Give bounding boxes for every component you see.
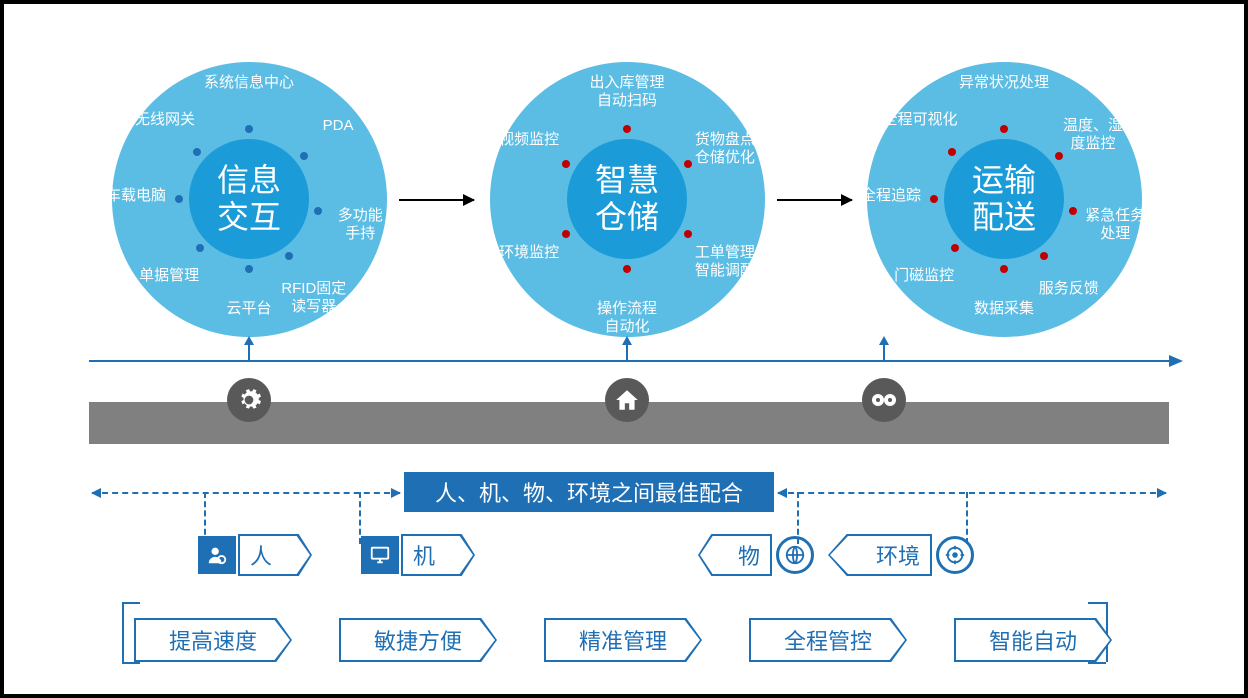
petal-label: 紧急任务处理 (1065, 207, 1165, 243)
quad-label-2: 物 (700, 536, 770, 574)
quad-label-3: 环境 (830, 536, 930, 574)
timeline-tick-arrow (622, 336, 632, 345)
timeline-tick (248, 344, 250, 360)
petal-label: 单据管理 (119, 267, 219, 285)
bracket-line (122, 602, 124, 662)
category-label-0: 物流配送 (159, 446, 339, 478)
arrow-1 (777, 199, 852, 201)
petal-label: 工单管理智能调配 (675, 244, 775, 280)
timeline-tick (626, 344, 628, 360)
petal-label: PDA (288, 117, 388, 135)
timeline-tick-arrow (879, 336, 889, 345)
dash-segment-1 (778, 492, 1166, 494)
diagram-canvas: 信息交互系统信息中心PDA多功能手持RFID固定读写器云平台单据管理车载电脑无线… (0, 0, 1248, 698)
timeline-arrowhead (1169, 355, 1183, 367)
quad-shape: 物 (698, 534, 772, 576)
petal-label: 数据采集 (954, 300, 1054, 318)
arrow-0 (399, 199, 474, 201)
category-label-2: 追踪和回溯 (794, 446, 974, 478)
benefit-label-2: 精准管理 (546, 620, 700, 660)
benefit-shape-0: 提高速度 (134, 618, 292, 662)
petal-label: 温度、湿度监控 (1043, 117, 1143, 153)
petal-dot (684, 230, 692, 238)
quad-shape: 人 (238, 534, 312, 576)
globe-icon (776, 536, 814, 574)
benefit-label-1: 敏捷方便 (341, 620, 495, 660)
petal-label: 全程追踪 (841, 187, 941, 205)
benefit-label-0: 提高速度 (136, 620, 290, 660)
gears-icon (227, 378, 271, 422)
timeline-tick (883, 344, 885, 360)
petal-label: 异常状况处理 (954, 74, 1054, 92)
timeline (89, 360, 1169, 362)
petal-label: 环境监控 (479, 244, 579, 262)
benefit-label-4: 智能自动 (956, 620, 1110, 660)
trace-icon (862, 378, 906, 422)
quad-shape: 环境 (828, 534, 932, 576)
petal-dot (245, 265, 253, 273)
bracket-line (122, 662, 140, 664)
petal-label: 门磁监控 (874, 267, 974, 285)
bracket-line (1088, 602, 1106, 604)
petal-dot (1000, 125, 1008, 133)
bracket-line (122, 602, 140, 604)
petal-dot (623, 265, 631, 273)
petal-label: 出入库管理自动扫码 (577, 74, 677, 110)
quad-shape: 机 (401, 534, 475, 576)
monitor-icon (361, 536, 399, 574)
timeline-tick-arrow (244, 336, 254, 345)
benefit-label-3: 全程管控 (751, 620, 905, 660)
benefit-shape-3: 全程管控 (749, 618, 907, 662)
bracket-line (1106, 602, 1108, 662)
benefit-shape-2: 精准管理 (544, 618, 702, 662)
petal-label: 车载电脑 (86, 187, 186, 205)
petal-label: 操作流程自动化 (577, 300, 677, 336)
petal-label: 货物盘点仓储优化 (675, 131, 775, 167)
petal-label: 云平台 (199, 300, 299, 318)
petal-dot (245, 125, 253, 133)
petal-label: 服务反馈 (1019, 280, 1119, 298)
module-title-2: 运输配送 (944, 139, 1064, 259)
dash-connector (966, 492, 968, 544)
benefit-shape-4: 智能自动 (954, 618, 1112, 662)
petal-dot (1000, 265, 1008, 273)
petal-label: 系统信息中心 (199, 74, 299, 92)
target-icon (936, 536, 974, 574)
home-icon (605, 378, 649, 422)
petal-dot (623, 125, 631, 133)
bracket-line (1088, 662, 1106, 664)
person-icon (198, 536, 236, 574)
module-title-1: 智慧仓储 (567, 139, 687, 259)
dash-segment-0 (92, 492, 400, 494)
petal-label: 无线网关 (115, 111, 215, 129)
petal-label: 多功能手持 (310, 207, 410, 243)
coordination-banner: 人、机、物、环境之间最佳配合 (404, 472, 774, 512)
benefit-shape-1: 敏捷方便 (339, 618, 497, 662)
petal-label: 全程可视化 (870, 111, 970, 129)
petal-dot (300, 152, 308, 160)
petal-label: 视频监控 (479, 131, 579, 149)
module-title-0: 信息交互 (189, 139, 309, 259)
